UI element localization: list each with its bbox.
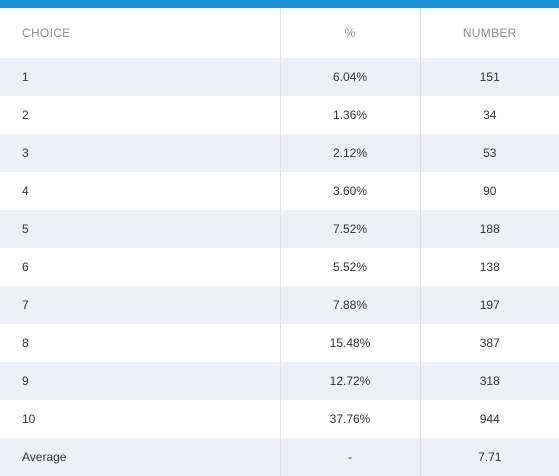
cell-percent: 15.48% <box>279 324 420 362</box>
cell-number: 387 <box>419 324 559 362</box>
cell-percent: 12.72% <box>279 362 420 400</box>
table-row: 4 3.60% 90 <box>0 172 559 210</box>
cell-choice: 1 <box>0 58 280 96</box>
accent-top-bar <box>0 0 559 8</box>
cell-choice: 5 <box>0 210 280 248</box>
average-row: Average -7.71 <box>0 438 559 476</box>
cell-percent: 1.36% <box>279 96 420 134</box>
cell-number: 197 <box>419 286 559 324</box>
cell-percent: 37.76% <box>279 400 420 438</box>
table-row: 7 7.88% 197 <box>0 286 559 324</box>
cell-number: 151 <box>419 58 559 96</box>
cell-number: 944 <box>419 400 559 438</box>
cell-percent: 5.52% <box>279 248 420 286</box>
table-row: 9 12.72% 318 <box>0 362 559 400</box>
table-header: CHOICE % NUMBER <box>0 8 559 58</box>
cell-choice: 6 <box>0 248 280 286</box>
cell-percent: - <box>279 438 420 476</box>
table-row: 5 7.52% 188 <box>0 210 559 248</box>
cell-choice: 2 <box>0 96 280 134</box>
column-header-choice: CHOICE <box>22 26 71 40</box>
column-header-number: NUMBER <box>419 8 559 58</box>
cell-choice: 4 <box>0 172 280 210</box>
cell-choice: Average <box>0 438 280 476</box>
cell-number: 90 <box>419 172 559 210</box>
table-row: 3 2.12% 53 <box>0 134 559 172</box>
cell-percent: 7.88% <box>279 286 420 324</box>
table-row: 2 1.36% 34 <box>0 96 559 134</box>
table-row: 6 5.52% 138 <box>0 248 559 286</box>
column-header-percent: % <box>279 8 420 58</box>
table-row: 10 37.76% 944 <box>0 400 559 438</box>
cell-percent: 7.52% <box>279 210 420 248</box>
cell-number: 138 <box>419 248 559 286</box>
cell-percent: 3.60% <box>279 172 420 210</box>
cell-percent: 2.12% <box>279 134 420 172</box>
table-row: 8 15.48% 387 <box>0 324 559 362</box>
cell-number: 7.71 <box>419 438 559 476</box>
cell-number: 318 <box>419 362 559 400</box>
header-row: CHOICE % NUMBER <box>0 8 559 58</box>
cell-number: 34 <box>419 96 559 134</box>
cell-choice: 10 <box>0 400 280 438</box>
cell-choice: 7 <box>0 286 280 324</box>
cell-number: 188 <box>419 210 559 248</box>
cell-percent: 6.04% <box>279 58 420 96</box>
cell-choice: 9 <box>0 362 280 400</box>
results-table: CHOICE % NUMBER 1 6.04% 151 2 1.36% 34 3 2.12% 5… <box>0 8 559 476</box>
cell-number: 53 <box>419 134 559 172</box>
table-row: 1 6.04% 151 <box>0 58 559 96</box>
cell-choice: 8 <box>0 324 280 362</box>
table-body: 1 6.04% 151 2 1.36% 34 3 2.12% 53 4 3.60% 90 5 7.52% 1… <box>0 58 559 476</box>
cell-choice: 3 <box>0 134 280 172</box>
